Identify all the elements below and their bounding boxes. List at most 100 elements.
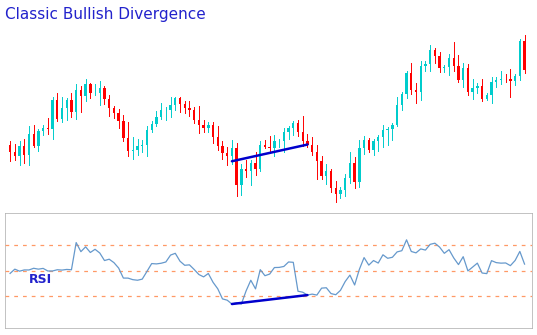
Bar: [23, 146, 25, 155]
Bar: [458, 66, 460, 80]
Bar: [415, 90, 417, 92]
Bar: [259, 145, 262, 169]
Bar: [490, 82, 492, 95]
Bar: [405, 73, 408, 94]
Bar: [235, 148, 238, 185]
Bar: [245, 170, 247, 171]
Bar: [524, 41, 526, 70]
Bar: [84, 84, 87, 96]
Bar: [160, 111, 162, 117]
Bar: [174, 98, 177, 105]
Bar: [56, 100, 59, 119]
Bar: [287, 128, 290, 132]
Bar: [188, 108, 191, 110]
Bar: [438, 57, 441, 68]
Bar: [70, 100, 72, 112]
Bar: [297, 123, 299, 132]
Bar: [344, 178, 346, 191]
Bar: [462, 68, 465, 80]
Bar: [387, 129, 389, 130]
Bar: [500, 79, 502, 80]
Bar: [150, 124, 153, 130]
Bar: [282, 132, 285, 141]
Bar: [419, 66, 422, 92]
Bar: [122, 121, 125, 138]
Bar: [273, 141, 275, 147]
Bar: [476, 85, 478, 88]
Bar: [481, 85, 483, 99]
Bar: [353, 163, 356, 183]
Bar: [382, 130, 384, 137]
Bar: [66, 100, 68, 108]
Bar: [363, 140, 365, 148]
Bar: [52, 100, 54, 129]
Bar: [434, 50, 436, 57]
Bar: [33, 134, 35, 146]
Bar: [292, 123, 294, 128]
Bar: [118, 113, 120, 121]
Bar: [193, 110, 195, 120]
Bar: [255, 162, 257, 169]
Bar: [509, 79, 512, 81]
Bar: [47, 128, 49, 129]
Bar: [226, 153, 228, 156]
Bar: [453, 58, 455, 66]
Bar: [42, 128, 45, 131]
Bar: [264, 145, 266, 147]
Bar: [141, 145, 143, 146]
Bar: [179, 98, 181, 104]
Bar: [401, 94, 403, 105]
Bar: [216, 137, 219, 146]
Text: RSI: RSI: [29, 273, 52, 286]
Bar: [202, 125, 205, 128]
Bar: [368, 140, 370, 150]
Bar: [467, 68, 469, 92]
Bar: [169, 105, 172, 110]
Bar: [410, 73, 412, 90]
Bar: [424, 64, 426, 66]
Bar: [28, 134, 30, 155]
Bar: [316, 152, 318, 161]
Bar: [184, 104, 186, 108]
Text: Classic Bullish Divergence: Classic Bullish Divergence: [5, 7, 206, 22]
Bar: [136, 146, 139, 150]
Bar: [396, 105, 398, 125]
Bar: [146, 130, 148, 145]
Bar: [108, 99, 111, 108]
Bar: [155, 117, 157, 124]
Bar: [221, 146, 224, 153]
Bar: [391, 125, 394, 129]
Bar: [250, 162, 252, 171]
Bar: [89, 84, 91, 93]
Bar: [485, 95, 488, 99]
Bar: [358, 148, 360, 183]
Bar: [443, 67, 446, 68]
Bar: [240, 170, 243, 185]
Bar: [207, 125, 209, 128]
Bar: [198, 120, 200, 125]
Bar: [519, 41, 521, 76]
Bar: [495, 80, 497, 82]
Bar: [37, 131, 40, 146]
Bar: [321, 161, 323, 176]
Bar: [113, 108, 115, 113]
Bar: [99, 88, 101, 93]
Bar: [13, 152, 16, 156]
Bar: [75, 90, 77, 112]
Bar: [325, 171, 328, 176]
Bar: [79, 90, 82, 96]
Bar: [132, 150, 134, 151]
Bar: [302, 132, 304, 141]
Bar: [103, 88, 106, 99]
Bar: [514, 76, 516, 81]
Bar: [231, 148, 233, 156]
Bar: [18, 146, 21, 156]
Bar: [339, 191, 342, 194]
Bar: [349, 163, 351, 178]
Bar: [377, 137, 380, 141]
Bar: [330, 171, 332, 188]
Bar: [127, 138, 129, 151]
Bar: [448, 58, 450, 67]
Bar: [311, 145, 313, 152]
Bar: [61, 108, 63, 119]
